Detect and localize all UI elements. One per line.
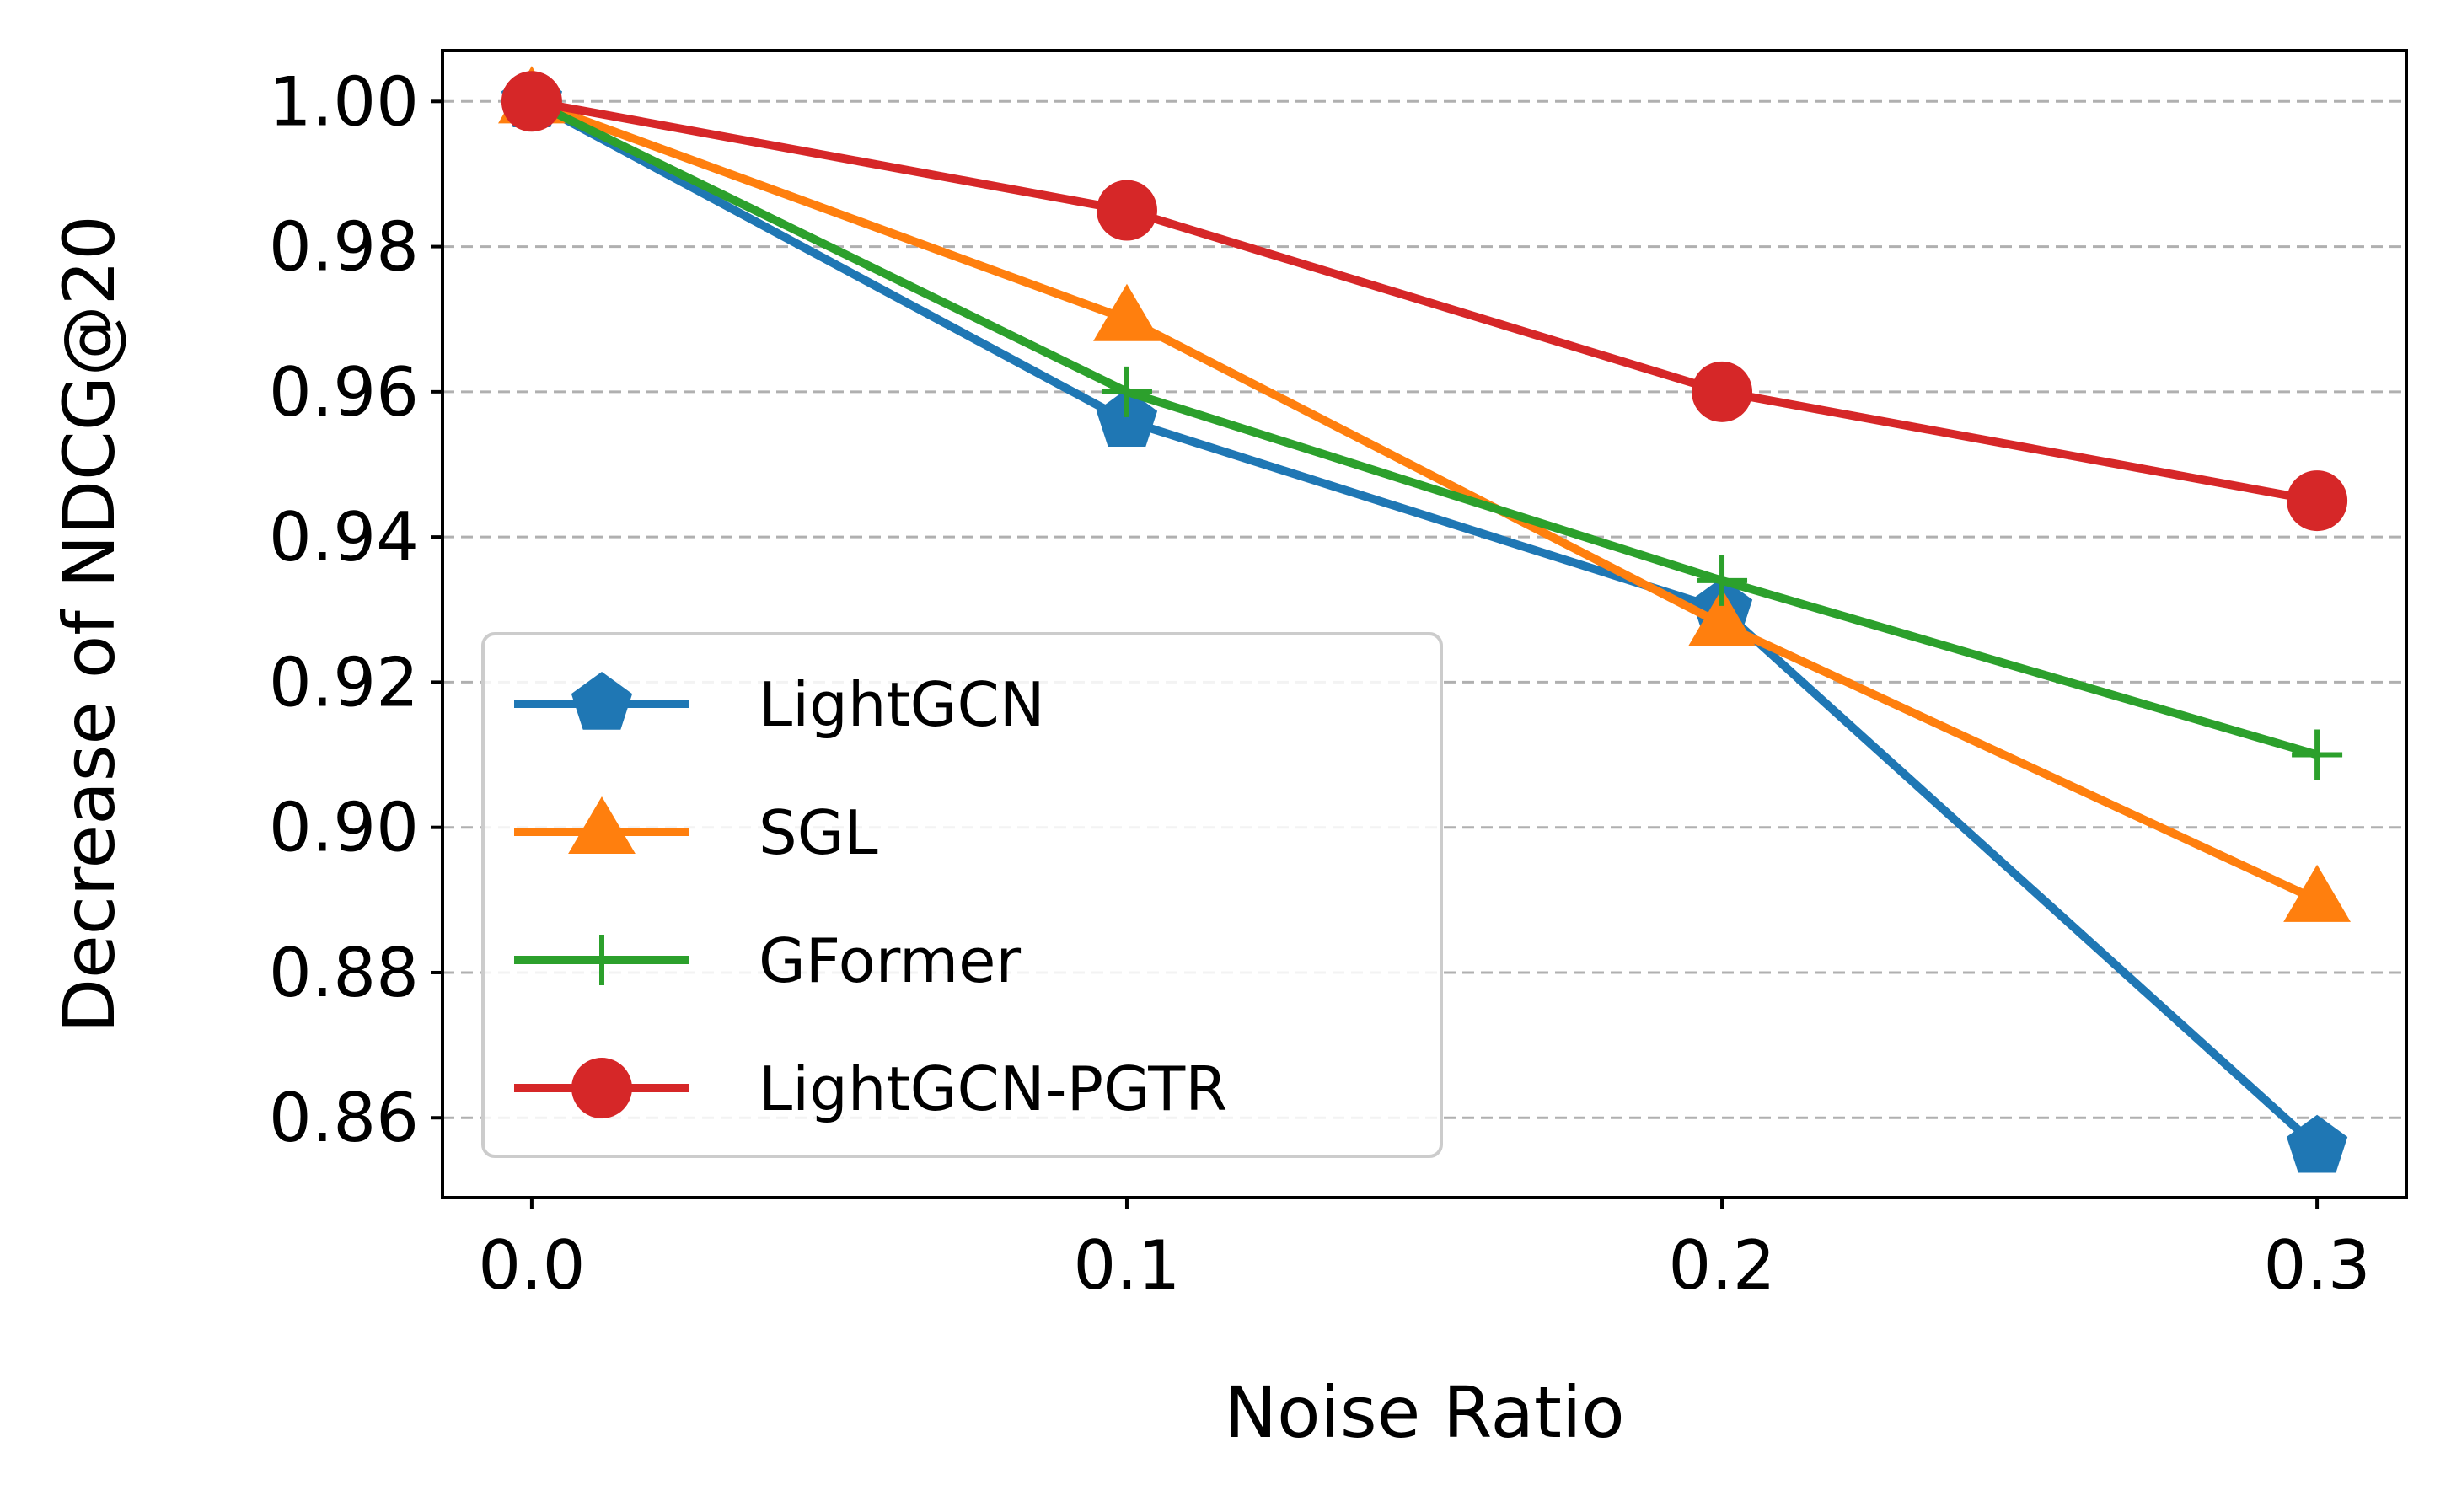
legend: LightGCN SGL GFormer LightGCN-PGTR	[481, 632, 1443, 1158]
data-point	[501, 71, 562, 132]
legend-box	[481, 632, 1443, 1158]
series-line	[527, 97, 2322, 759]
y-tick-label: 0.94	[269, 498, 419, 576]
x-tick-label: 0.2	[1668, 1226, 1775, 1305]
legend-entry: LightGCN	[514, 669, 1045, 740]
series-sgl	[498, 66, 2351, 922]
y-tick-label: 0.96	[269, 353, 419, 432]
data-point	[577, 935, 627, 985]
y-tick-label: 0.86	[269, 1079, 419, 1157]
data-point	[1697, 555, 1748, 606]
data-point	[2287, 470, 2348, 532]
legend-entry: LightGCN-PGTR	[514, 1054, 1227, 1124]
data-point	[1093, 283, 1161, 341]
legend-label: SGL	[759, 797, 878, 868]
x-axis-title: Noise Ratio	[1224, 1371, 1624, 1454]
legend-label: LightGCN	[759, 669, 1045, 740]
y-tick-label: 0.98	[269, 208, 419, 287]
data-point	[1096, 389, 1158, 448]
data-point	[1688, 588, 1756, 646]
series-group	[498, 66, 2351, 1173]
y-tick-label: 0.88	[269, 934, 419, 1012]
legend-label: GFormer	[759, 925, 1021, 996]
plot-frame	[441, 49, 2408, 1199]
y-tick-label: 0.92	[269, 643, 419, 721]
data-point	[1096, 180, 1157, 241]
data-point	[1101, 366, 1152, 417]
x-tick-label: 0.1	[1073, 1226, 1180, 1305]
data-point	[2283, 864, 2351, 922]
series-line	[527, 97, 2322, 904]
data-point	[571, 672, 633, 730]
data-point	[2292, 729, 2343, 780]
legend-label: LightGCN-PGTR	[759, 1054, 1227, 1124]
data-point	[1692, 361, 1753, 422]
series-line	[527, 97, 2322, 506]
data-point	[2286, 1114, 2348, 1173]
legend-entry: SGL	[514, 796, 878, 868]
data-point	[571, 1058, 632, 1118]
legend-entry: GFormer	[514, 925, 1021, 996]
x-axis: 0.0 0.1 0.2 0.3	[478, 1198, 2371, 1305]
series-lightgcn-pgtr	[501, 71, 2348, 532]
x-tick-label: 0.3	[2263, 1226, 2370, 1305]
y-tick-label: 1.00	[269, 62, 419, 141]
y-axis-title: Decrease of NDCG@20	[48, 215, 131, 1032]
y-tick-label: 0.90	[269, 789, 419, 867]
series-line	[527, 97, 2322, 1151]
x-tick-label: 0.0	[478, 1226, 585, 1305]
y-axis: 0.86 0.88 0.90 0.92 0.94 0.96 0.98 1.00	[269, 62, 442, 1157]
data-point	[568, 796, 636, 855]
